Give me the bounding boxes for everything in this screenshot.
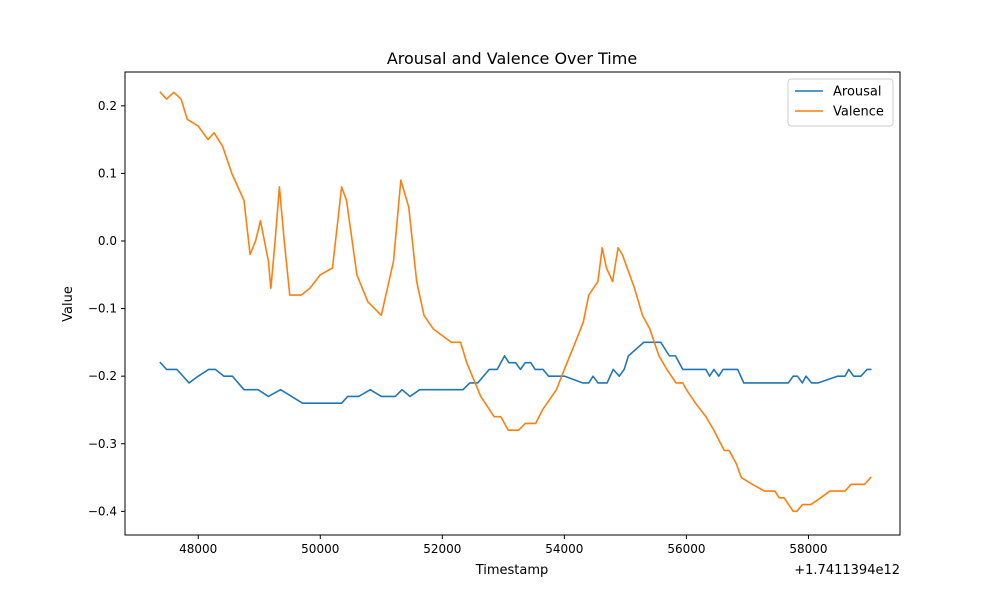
legend-label-arousal: Arousal: [833, 85, 882, 100]
legend: Arousal Valence: [787, 78, 894, 127]
chart-title: Arousal and Valence Over Time: [387, 49, 637, 68]
y-tick-label: −0.2: [88, 369, 117, 383]
plot-area: 48000 50000 52000 54000 56000 58000 −0.4−0.3−…: [88, 71, 901, 556]
series-line-valence: [159, 91, 872, 513]
plot-frame: [124, 71, 901, 536]
series-layer: [159, 91, 872, 513]
x-axis-label: Timestamp: [475, 563, 549, 578]
x-tick-label: 58000: [789, 542, 827, 556]
y-tick-label: −0.1: [88, 302, 117, 316]
y-tick-label: 0.2: [98, 99, 117, 113]
y-tick-label: −0.3: [88, 437, 117, 451]
x-tick-label: 50000: [301, 542, 339, 556]
x-axis-offset-label: +1.7411394e12: [794, 563, 900, 578]
legend-label-valence: Valence: [833, 105, 884, 120]
y-axis-label: Value: [61, 286, 76, 322]
x-tick-label: 52000: [423, 542, 461, 556]
y-tick-label: 0.1: [98, 166, 117, 180]
y-tick-label: 0.0: [98, 234, 117, 248]
x-tick-label: 48000: [179, 542, 217, 556]
x-axis-ticks: 48000 50000 52000 54000 56000 58000: [179, 535, 828, 556]
x-tick-label: 54000: [545, 542, 583, 556]
x-tick-label: 56000: [667, 542, 705, 556]
y-axis-ticks: −0.4 −0.3 −0.2 −0.1 0.0 0.1 0.2: [88, 99, 125, 518]
series-line-arousal: [159, 341, 872, 404]
y-tick-label: −0.4: [88, 504, 117, 518]
